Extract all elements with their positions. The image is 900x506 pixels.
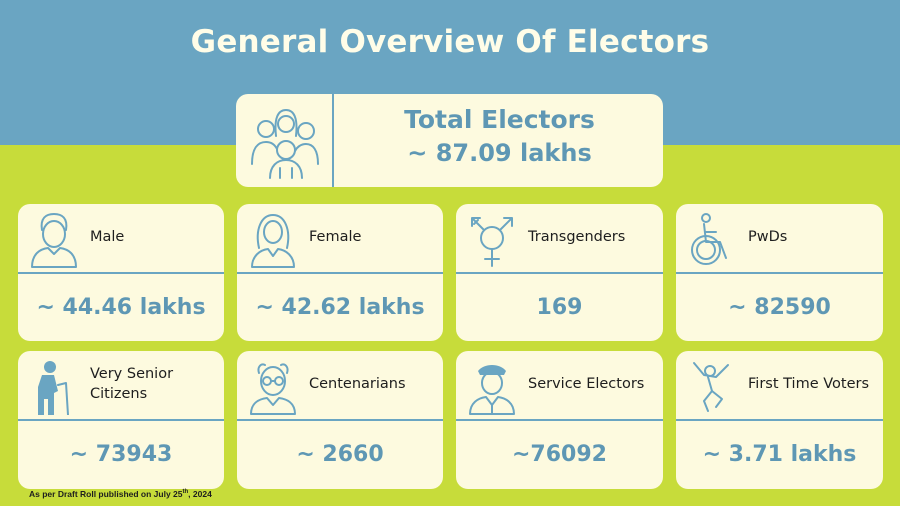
stat-label: PwDs [748,229,788,246]
old-man-glasses-icon [247,359,299,415]
stat-value: ~ 73943 [69,442,173,467]
stat-value: ~ 3.71 lakhs [702,442,857,467]
stat-value: ~ 82590 [728,294,831,320]
stat-divider [676,272,883,274]
stat-value: ~ 44.46 lakhs [36,294,206,320]
total-electors-card: Total Electors ~ 87.09 lakhs [236,94,663,187]
stat-label: Transgenders [528,229,626,246]
transgender-symbol-icon [466,212,518,268]
stat-label: Centenarians [309,376,406,393]
elderly-person-icon [28,359,80,415]
footnote-superscript: th [182,489,189,496]
page-title: General Overview Of Electors [190,24,710,60]
stat-value: ~76092 [512,442,607,467]
officer-icon [466,359,518,415]
stat-value: ~ 42.62 lakhs [255,294,425,320]
stat-divider [456,272,663,274]
man-icon [28,212,80,268]
stat-value: ~ 2660 [296,442,384,467]
stat-divider [18,419,224,421]
group-people-icon [244,102,326,180]
stat-divider [237,419,443,421]
stat-label: Very Senior Citizens [90,366,174,402]
stat-card-centenarians: Centenarians ~ 2660 [237,351,443,489]
stat-divider [676,419,883,421]
stat-card-service-electors: Service Electors ~76092 [456,351,663,489]
stat-card-very-senior-citizens: Very Senior Citizens ~ 73943 [18,351,224,489]
stat-divider [456,419,663,421]
total-electors-label: Total Electors [404,105,595,134]
stat-card-male: Male ~ 44.46 lakhs [18,204,224,341]
stat-divider [237,272,443,274]
stat-divider [18,272,224,274]
jumping-person-icon [686,359,738,415]
footnote-suffix: , 2024 [188,489,212,499]
total-electors-value: ~ 87.09 lakhs [407,139,592,167]
stat-label: Female [309,229,362,246]
stat-card-transgenders: Transgenders 169 [456,204,663,341]
stat-label: Male [90,229,125,246]
total-card-divider [332,94,334,187]
stat-label: First Time Voters [748,376,870,393]
stat-card-female: Female ~ 42.62 lakhs [237,204,443,341]
footnote: As per Draft Roll published on July 25th… [29,489,212,499]
stat-label: Service Electors [528,376,645,393]
stat-card-first-time-voters: First Time Voters ~ 3.71 lakhs [676,351,883,489]
woman-icon [247,212,299,268]
wheelchair-icon [686,212,738,268]
stat-card-pwds: PwDs ~ 82590 [676,204,883,341]
footnote-prefix: As per Draft Roll published on July 25 [29,489,183,499]
stat-value: 169 [536,294,583,320]
